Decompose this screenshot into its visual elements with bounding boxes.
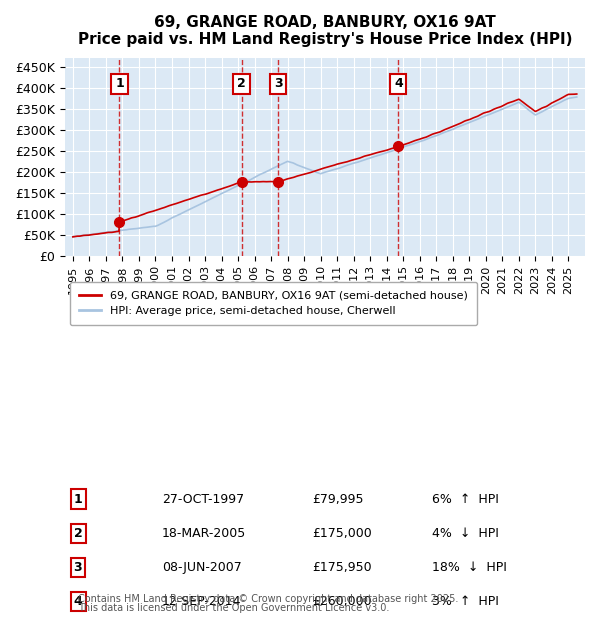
Text: 3: 3 <box>274 78 283 91</box>
Text: 1: 1 <box>115 78 124 91</box>
Text: 3%  ↑  HPI: 3% ↑ HPI <box>432 595 499 608</box>
Text: 4: 4 <box>74 595 82 608</box>
Text: This data is licensed under the Open Government Licence v3.0.: This data is licensed under the Open Gov… <box>78 603 389 613</box>
Legend: 69, GRANGE ROAD, BANBURY, OX16 9AT (semi-detached house), HPI: Average price, se: 69, GRANGE ROAD, BANBURY, OX16 9AT (semi… <box>70 281 477 325</box>
Text: £260,000: £260,000 <box>312 595 371 608</box>
Text: 4%  ↓  HPI: 4% ↓ HPI <box>432 527 499 539</box>
Text: 08-JUN-2007: 08-JUN-2007 <box>162 561 242 574</box>
Text: 1: 1 <box>74 493 82 505</box>
Text: 4: 4 <box>394 78 403 91</box>
Text: Contains HM Land Registry data © Crown copyright and database right 2025.: Contains HM Land Registry data © Crown c… <box>78 595 458 604</box>
Text: £79,995: £79,995 <box>312 493 364 505</box>
Text: 6%  ↑  HPI: 6% ↑ HPI <box>432 493 499 505</box>
Text: 3: 3 <box>74 561 82 574</box>
Text: 2: 2 <box>74 527 82 539</box>
Text: 12-SEP-2014: 12-SEP-2014 <box>162 595 241 608</box>
Text: 18%  ↓  HPI: 18% ↓ HPI <box>432 561 507 574</box>
Text: 2: 2 <box>237 78 246 91</box>
Text: 18-MAR-2005: 18-MAR-2005 <box>162 527 246 539</box>
Text: £175,000: £175,000 <box>312 527 372 539</box>
Text: £175,950: £175,950 <box>312 561 371 574</box>
Text: 27-OCT-1997: 27-OCT-1997 <box>162 493 244 505</box>
Title: 69, GRANGE ROAD, BANBURY, OX16 9AT
Price paid vs. HM Land Registry's House Price: 69, GRANGE ROAD, BANBURY, OX16 9AT Price… <box>77 15 572 47</box>
